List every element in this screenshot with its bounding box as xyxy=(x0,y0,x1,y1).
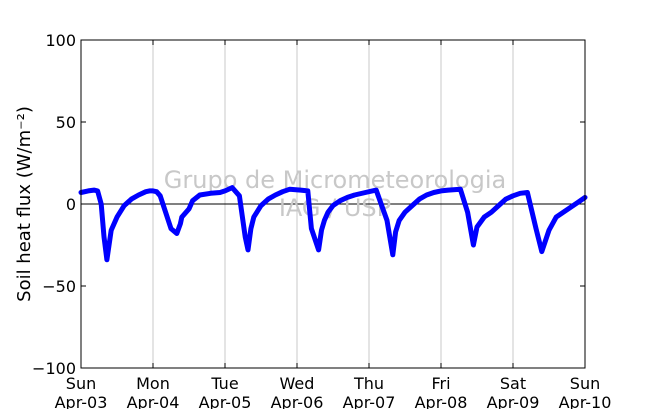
series-line-0 xyxy=(78,185,588,263)
series-layer xyxy=(78,185,588,263)
x-tick-label-day: Sun xyxy=(570,374,600,393)
x-tick-label-date: Apr-10 xyxy=(559,393,612,409)
x-tick-label-day: Mon xyxy=(136,374,170,393)
y-tick-label: −100 xyxy=(32,359,76,378)
watermark-line-2: IAG / USP xyxy=(279,194,391,222)
x-tick-label-day: Wed xyxy=(280,374,315,393)
axis-ticks: SunApr-03MonApr-04TueApr-05WedApr-06ThuA… xyxy=(32,31,611,409)
x-tick-label-date: Apr-08 xyxy=(415,393,468,409)
y-axis-label-text: Soil heat flux (W/m⁻²) xyxy=(14,106,35,302)
x-tick-label-date: Apr-03 xyxy=(55,393,108,409)
x-tick-label-day: Thu xyxy=(353,374,384,393)
x-tick-label-day: Fri xyxy=(431,374,450,393)
x-tick-label-day: Sun xyxy=(66,374,96,393)
x-tick-label-date: Apr-09 xyxy=(487,393,540,409)
x-tick-label-date: Apr-05 xyxy=(199,393,252,409)
y-tick-label: 100 xyxy=(45,31,76,50)
y-tick-label: 0 xyxy=(66,195,76,214)
y-tick-label: 50 xyxy=(56,113,76,132)
x-tick-label-date: Apr-06 xyxy=(271,393,324,409)
y-tick-label: −50 xyxy=(42,277,76,296)
x-tick-label-day: Tue xyxy=(210,374,238,393)
x-tick-label-day: Sat xyxy=(500,374,526,393)
x-tick-label-date: Apr-07 xyxy=(343,393,396,409)
x-tick-label-date: Apr-04 xyxy=(127,393,180,409)
y-axis-label: Soil heat flux (W/m⁻²) xyxy=(14,106,35,302)
